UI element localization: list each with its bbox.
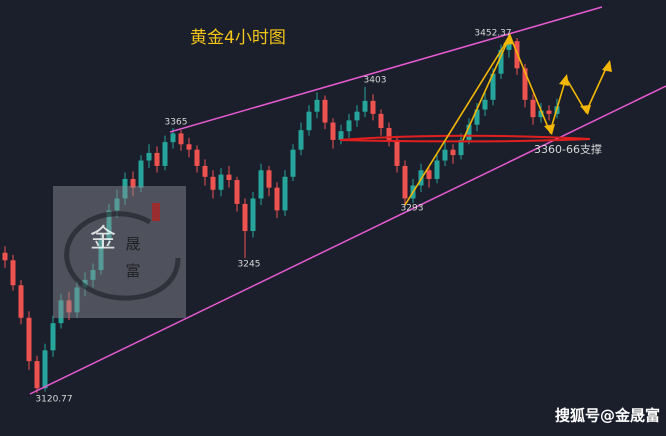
candle-body	[10, 260, 16, 286]
arrow-head	[503, 33, 514, 45]
candle-body	[178, 133, 184, 145]
candle-body	[58, 300, 64, 324]
annotation: 3360-66支撑	[534, 142, 602, 156]
candle-body	[362, 100, 368, 112]
candle-body	[258, 170, 264, 199]
candle-body	[114, 198, 120, 211]
candle-body	[466, 124, 472, 140]
candle-body	[498, 49, 504, 74]
candle-body	[18, 285, 24, 318]
candle-body	[250, 198, 256, 232]
candle-body	[66, 300, 72, 313]
candle-body	[194, 149, 200, 166]
candle-body	[530, 99, 536, 118]
candle-body	[170, 133, 176, 143]
chart-title: 黄金4小时图	[190, 28, 286, 48]
annotations: 3365 3403 3452.37 3245 3293 3120.77 3360-66支撑	[35, 29, 602, 405]
support-line	[339, 134, 591, 143]
candle-body	[202, 165, 208, 177]
candle-body	[34, 361, 40, 389]
candle-body	[154, 152, 160, 166]
logo-seal	[152, 203, 160, 221]
forecast-line	[404, 34, 567, 206]
annotation: 3452.37	[474, 29, 511, 39]
candle-body	[474, 109, 480, 125]
channel-upper	[169, 6, 603, 133]
candle-body	[210, 176, 216, 190]
candle-body	[274, 187, 280, 211]
candle-body	[282, 176, 288, 211]
candle-body	[122, 178, 128, 199]
candle-body	[138, 160, 144, 188]
candle-body	[266, 170, 272, 188]
annotation: 3403	[364, 76, 387, 86]
annotation: 3120.77	[35, 395, 72, 405]
arrow-heads	[503, 33, 612, 135]
candle-body	[402, 165, 408, 199]
candle-body	[130, 178, 136, 188]
candle-body	[538, 110, 544, 118]
candle-body	[522, 68, 528, 100]
annotation: 3365	[165, 118, 188, 128]
logo-char: 金	[90, 224, 116, 254]
candle-body	[458, 139, 464, 156]
candle-body	[2, 252, 8, 261]
annotation: 3293	[401, 204, 424, 214]
candle-body	[338, 131, 344, 140]
candle-body	[450, 149, 456, 156]
candle-body	[394, 139, 400, 166]
candle-body	[218, 174, 224, 190]
candle-body	[314, 99, 320, 112]
candle-body	[234, 180, 240, 204]
candle-body	[226, 174, 232, 181]
candle-body	[378, 113, 384, 128]
candle-body	[106, 210, 112, 240]
candle-body	[546, 110, 552, 114]
candle-body	[162, 142, 168, 166]
logo-brush	[64, 211, 181, 301]
candle-body	[426, 170, 432, 179]
candle-body	[370, 100, 376, 114]
watermark: 搜狐号@金晟富	[555, 407, 660, 425]
candle-body	[146, 152, 152, 161]
candle-body	[90, 270, 96, 280]
candle-body	[434, 160, 440, 179]
logo-char: 富	[125, 262, 140, 280]
forecast-line	[462, 35, 511, 141]
candle-body	[306, 111, 312, 131]
candle-body	[26, 317, 32, 362]
candle-body	[330, 122, 336, 140]
candle-body	[490, 73, 496, 100]
annotation: 3245	[238, 260, 261, 270]
candle-body	[386, 127, 392, 140]
candle-body	[242, 203, 248, 232]
candles	[2, 33, 560, 393]
arrow-head	[580, 105, 591, 115]
candle-body	[298, 130, 304, 150]
candle-body	[442, 149, 448, 161]
candle-body	[98, 239, 104, 271]
candle-body	[506, 41, 512, 50]
candle-body	[186, 144, 192, 150]
candle-body	[42, 350, 48, 389]
candle-body	[346, 120, 352, 132]
candle-body	[322, 99, 328, 123]
logo-char: 晟	[125, 235, 140, 253]
arrow-head	[544, 124, 555, 135]
candle-body	[482, 99, 488, 110]
arrow-head	[559, 74, 569, 86]
candle-body	[290, 149, 296, 177]
candle-body	[74, 287, 80, 313]
logo: 金 晟 富	[53, 186, 186, 318]
arrow-head	[602, 60, 612, 72]
candle-body	[50, 323, 56, 351]
candle-body	[354, 111, 360, 121]
